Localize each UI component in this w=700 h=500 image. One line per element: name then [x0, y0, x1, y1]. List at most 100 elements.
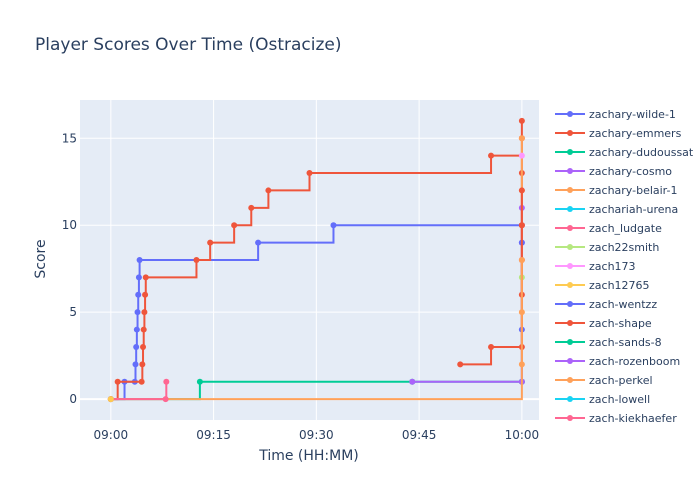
legend-item[interactable]: zachary-belair-1 — [555, 184, 677, 197]
legend-swatch-marker — [567, 320, 573, 326]
data-point — [139, 361, 146, 368]
legend-swatch-marker — [567, 225, 573, 231]
legend-item[interactable]: zachary-wilde-1 — [555, 108, 676, 121]
data-point — [142, 291, 149, 298]
legend-label: zach-perkel — [589, 374, 653, 387]
legend-item[interactable]: zach_ludgate — [555, 222, 662, 235]
legend-swatch-marker — [567, 415, 573, 421]
legend-swatch-marker — [567, 244, 573, 250]
data-point — [255, 239, 262, 246]
legend-swatch-marker — [567, 282, 573, 288]
y-tick-label: 0 — [69, 392, 77, 406]
data-point — [518, 257, 525, 263]
legend-item[interactable]: zach173 — [555, 260, 636, 273]
legend-swatch-marker — [567, 339, 573, 345]
data-point — [132, 361, 139, 368]
data-point — [114, 378, 121, 385]
data-point — [488, 152, 495, 159]
legend-swatch-marker — [567, 111, 573, 117]
legend-label: zachary-belair-1 — [589, 184, 677, 197]
legend-swatch-marker — [567, 206, 573, 212]
data-point — [140, 326, 147, 333]
data-point — [135, 291, 142, 298]
data-point — [207, 239, 214, 246]
legend-swatch-marker — [567, 130, 573, 136]
data-point — [518, 152, 525, 159]
legend-item[interactable]: zachariah-urena — [555, 203, 678, 216]
legend-label: zach-shape — [589, 317, 652, 330]
legend-item[interactable]: zach12765 — [555, 279, 650, 292]
data-point — [518, 361, 525, 368]
legend-item[interactable]: zach-kiekhaefer — [555, 412, 677, 425]
data-point — [265, 187, 272, 194]
data-point — [518, 135, 525, 142]
legend-item[interactable]: zach-rozenboom — [555, 355, 680, 368]
legend-label: zach12765 — [589, 279, 650, 292]
x-tick-label: 10:00 — [505, 428, 540, 442]
data-point — [518, 117, 525, 124]
y-tick-label: 5 — [69, 305, 77, 319]
data-point — [330, 222, 337, 229]
data-point — [409, 378, 416, 385]
legend-swatch-marker — [567, 263, 573, 269]
data-point — [142, 274, 149, 281]
data-point — [136, 257, 143, 263]
x-axis-title: Time (HH:MM) — [258, 448, 359, 464]
data-point — [133, 343, 140, 350]
data-point — [138, 378, 145, 385]
series-line — [460, 190, 523, 366]
legend-swatch-marker — [567, 358, 573, 364]
y-tick-label: 10 — [62, 218, 77, 232]
legend-item[interactable]: zach22smith — [555, 241, 659, 254]
legend-label: zachary-emmers — [589, 127, 682, 140]
data-point — [196, 378, 203, 385]
data-point — [141, 309, 148, 316]
data-point — [518, 309, 525, 316]
legend-label: zach-sands-8 — [589, 336, 662, 349]
x-tick-label: 09:15 — [196, 428, 231, 442]
legend-label: zach173 — [589, 260, 636, 273]
legend-item[interactable]: zach-wentzz — [555, 298, 657, 311]
data-point — [248, 204, 255, 211]
legend-swatch-marker — [567, 396, 573, 402]
legend-item[interactable]: zach-perkel — [555, 374, 653, 387]
legend-label: zach-wentzz — [589, 298, 657, 311]
data-point — [133, 326, 140, 333]
legend-label: zach_ludgate — [589, 222, 662, 235]
legend-item[interactable]: zach-shape — [555, 317, 652, 330]
legend-label: zachary-cosmo — [589, 165, 672, 178]
legend-item[interactable]: zachary-dudoussat — [555, 146, 694, 159]
tick-labels: 09:00 09:15 09:30 09:45 10:00 0 5 10 15 — [62, 131, 539, 442]
legend-label: zachary-dudoussat — [589, 146, 694, 159]
y-axis-title: Score — [33, 239, 49, 278]
data-point — [518, 187, 525, 194]
legend-swatch-marker — [567, 168, 573, 174]
legend-label: zachary-wilde-1 — [589, 108, 676, 121]
legend-swatch-marker — [567, 377, 573, 383]
data-point — [306, 170, 313, 177]
data-point — [135, 274, 142, 281]
data-point — [518, 222, 525, 229]
series-zach-shape — [457, 187, 525, 368]
data-point — [107, 396, 114, 403]
legend-item[interactable]: zachary-emmers — [555, 127, 682, 140]
legend-label: zach-kiekhaefer — [589, 412, 677, 425]
legend-label: zachariah-urena — [589, 203, 678, 216]
legend-item[interactable]: zach-lowell — [555, 393, 650, 406]
series-zach-perkel — [518, 257, 525, 368]
legend-swatch-marker — [567, 301, 573, 307]
legend-label: zach-rozenboom — [589, 355, 680, 368]
series-zach12765 — [107, 396, 114, 403]
data-point — [140, 343, 147, 350]
legend-label: zach22smith — [589, 241, 659, 254]
data-point — [162, 396, 169, 403]
legend-item[interactable]: zach-sands-8 — [555, 336, 662, 349]
legend-item[interactable]: zachary-cosmo — [555, 165, 672, 178]
chart-title: Player Scores Over Time (Ostracize) — [35, 35, 342, 55]
series-layer — [107, 117, 525, 403]
x-tick-label: 09:00 — [94, 428, 129, 442]
data-point — [231, 222, 238, 229]
x-tick-label: 09:30 — [299, 428, 334, 442]
data-point — [193, 257, 200, 263]
